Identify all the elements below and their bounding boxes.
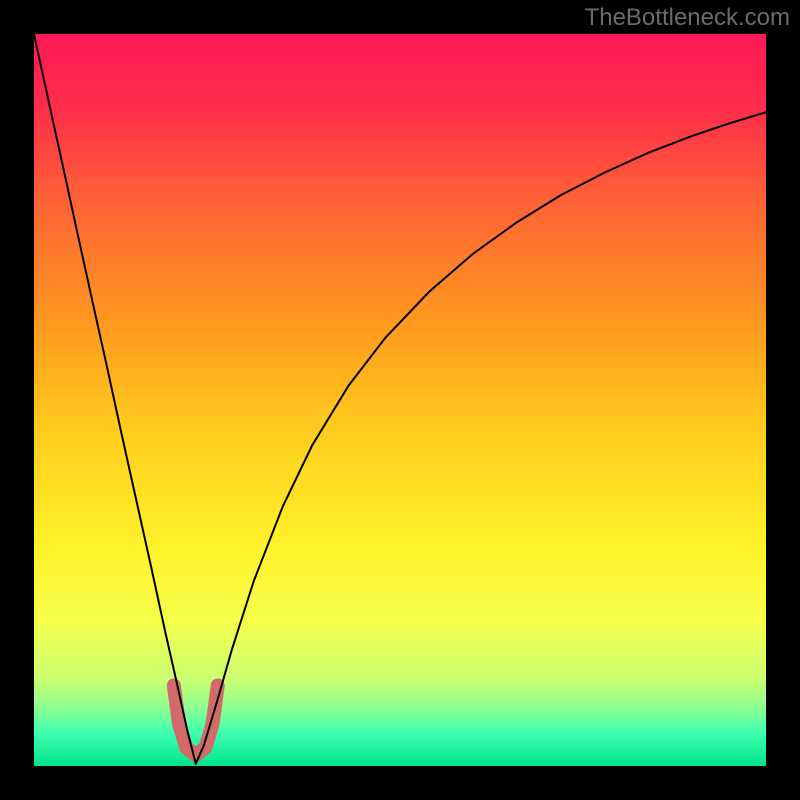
watermark-text: TheBottleneck.com xyxy=(585,4,790,32)
curve-left xyxy=(34,34,196,764)
plot-area xyxy=(34,34,766,766)
chart-stage: TheBottleneck.com xyxy=(0,0,800,800)
curve-layer xyxy=(34,34,766,766)
curve-right xyxy=(196,112,766,763)
